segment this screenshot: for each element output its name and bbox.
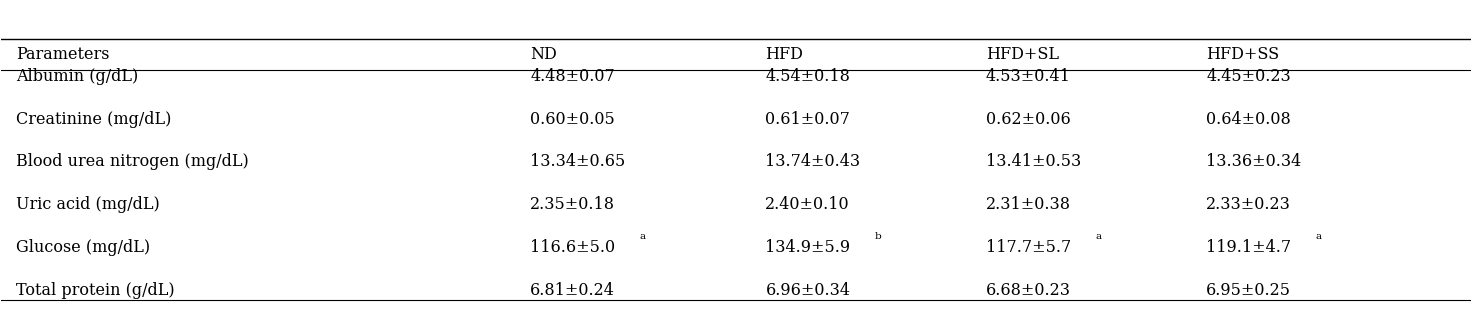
Text: Blood urea nitrogen (mg/dL): Blood urea nitrogen (mg/dL) [16, 154, 249, 171]
Text: 119.1±4.7: 119.1±4.7 [1206, 239, 1291, 256]
Text: Albumin (g/dL): Albumin (g/dL) [16, 68, 138, 84]
Text: HFD+SS: HFD+SS [1206, 46, 1279, 63]
Text: a: a [1316, 232, 1322, 241]
Text: 0.62±0.06: 0.62±0.06 [986, 111, 1070, 127]
Text: HFD: HFD [765, 46, 804, 63]
Text: 4.54±0.18: 4.54±0.18 [765, 68, 851, 84]
Text: 13.41±0.53: 13.41±0.53 [986, 154, 1080, 171]
Text: 0.61±0.07: 0.61±0.07 [765, 111, 851, 127]
Text: 0.60±0.05: 0.60±0.05 [530, 111, 615, 127]
Text: Creatinine (mg/dL): Creatinine (mg/dL) [16, 111, 171, 127]
Text: a: a [640, 232, 646, 241]
Text: 6.68±0.23: 6.68±0.23 [986, 282, 1070, 299]
Text: 2.40±0.10: 2.40±0.10 [765, 197, 849, 214]
Text: 6.95±0.25: 6.95±0.25 [1206, 282, 1291, 299]
Text: b: b [874, 232, 882, 241]
Text: 2.33±0.23: 2.33±0.23 [1206, 197, 1291, 214]
Text: 6.81±0.24: 6.81±0.24 [530, 282, 615, 299]
Text: 2.31±0.38: 2.31±0.38 [986, 197, 1070, 214]
Text: Total protein (g/dL): Total protein (g/dL) [16, 282, 175, 299]
Text: 0.64±0.08: 0.64±0.08 [1206, 111, 1291, 127]
Text: a: a [1095, 232, 1101, 241]
Text: 13.74±0.43: 13.74±0.43 [765, 154, 861, 171]
Text: Glucose (mg/dL): Glucose (mg/dL) [16, 239, 150, 256]
Text: 13.34±0.65: 13.34±0.65 [530, 154, 626, 171]
Text: 6.96±0.34: 6.96±0.34 [765, 282, 851, 299]
Text: 13.36±0.34: 13.36±0.34 [1206, 154, 1301, 171]
Text: Uric acid (mg/dL): Uric acid (mg/dL) [16, 197, 160, 214]
Text: ND: ND [530, 46, 556, 63]
Text: HFD+SL: HFD+SL [986, 46, 1058, 63]
Text: 134.9±5.9: 134.9±5.9 [765, 239, 851, 256]
Text: 117.7±5.7: 117.7±5.7 [986, 239, 1072, 256]
Text: 4.45±0.23: 4.45±0.23 [1206, 68, 1291, 84]
Text: 4.48±0.07: 4.48±0.07 [530, 68, 615, 84]
Text: 4.53±0.41: 4.53±0.41 [986, 68, 1070, 84]
Text: Parameters: Parameters [16, 46, 109, 63]
Text: 116.6±5.0: 116.6±5.0 [530, 239, 615, 256]
Text: 2.35±0.18: 2.35±0.18 [530, 197, 615, 214]
